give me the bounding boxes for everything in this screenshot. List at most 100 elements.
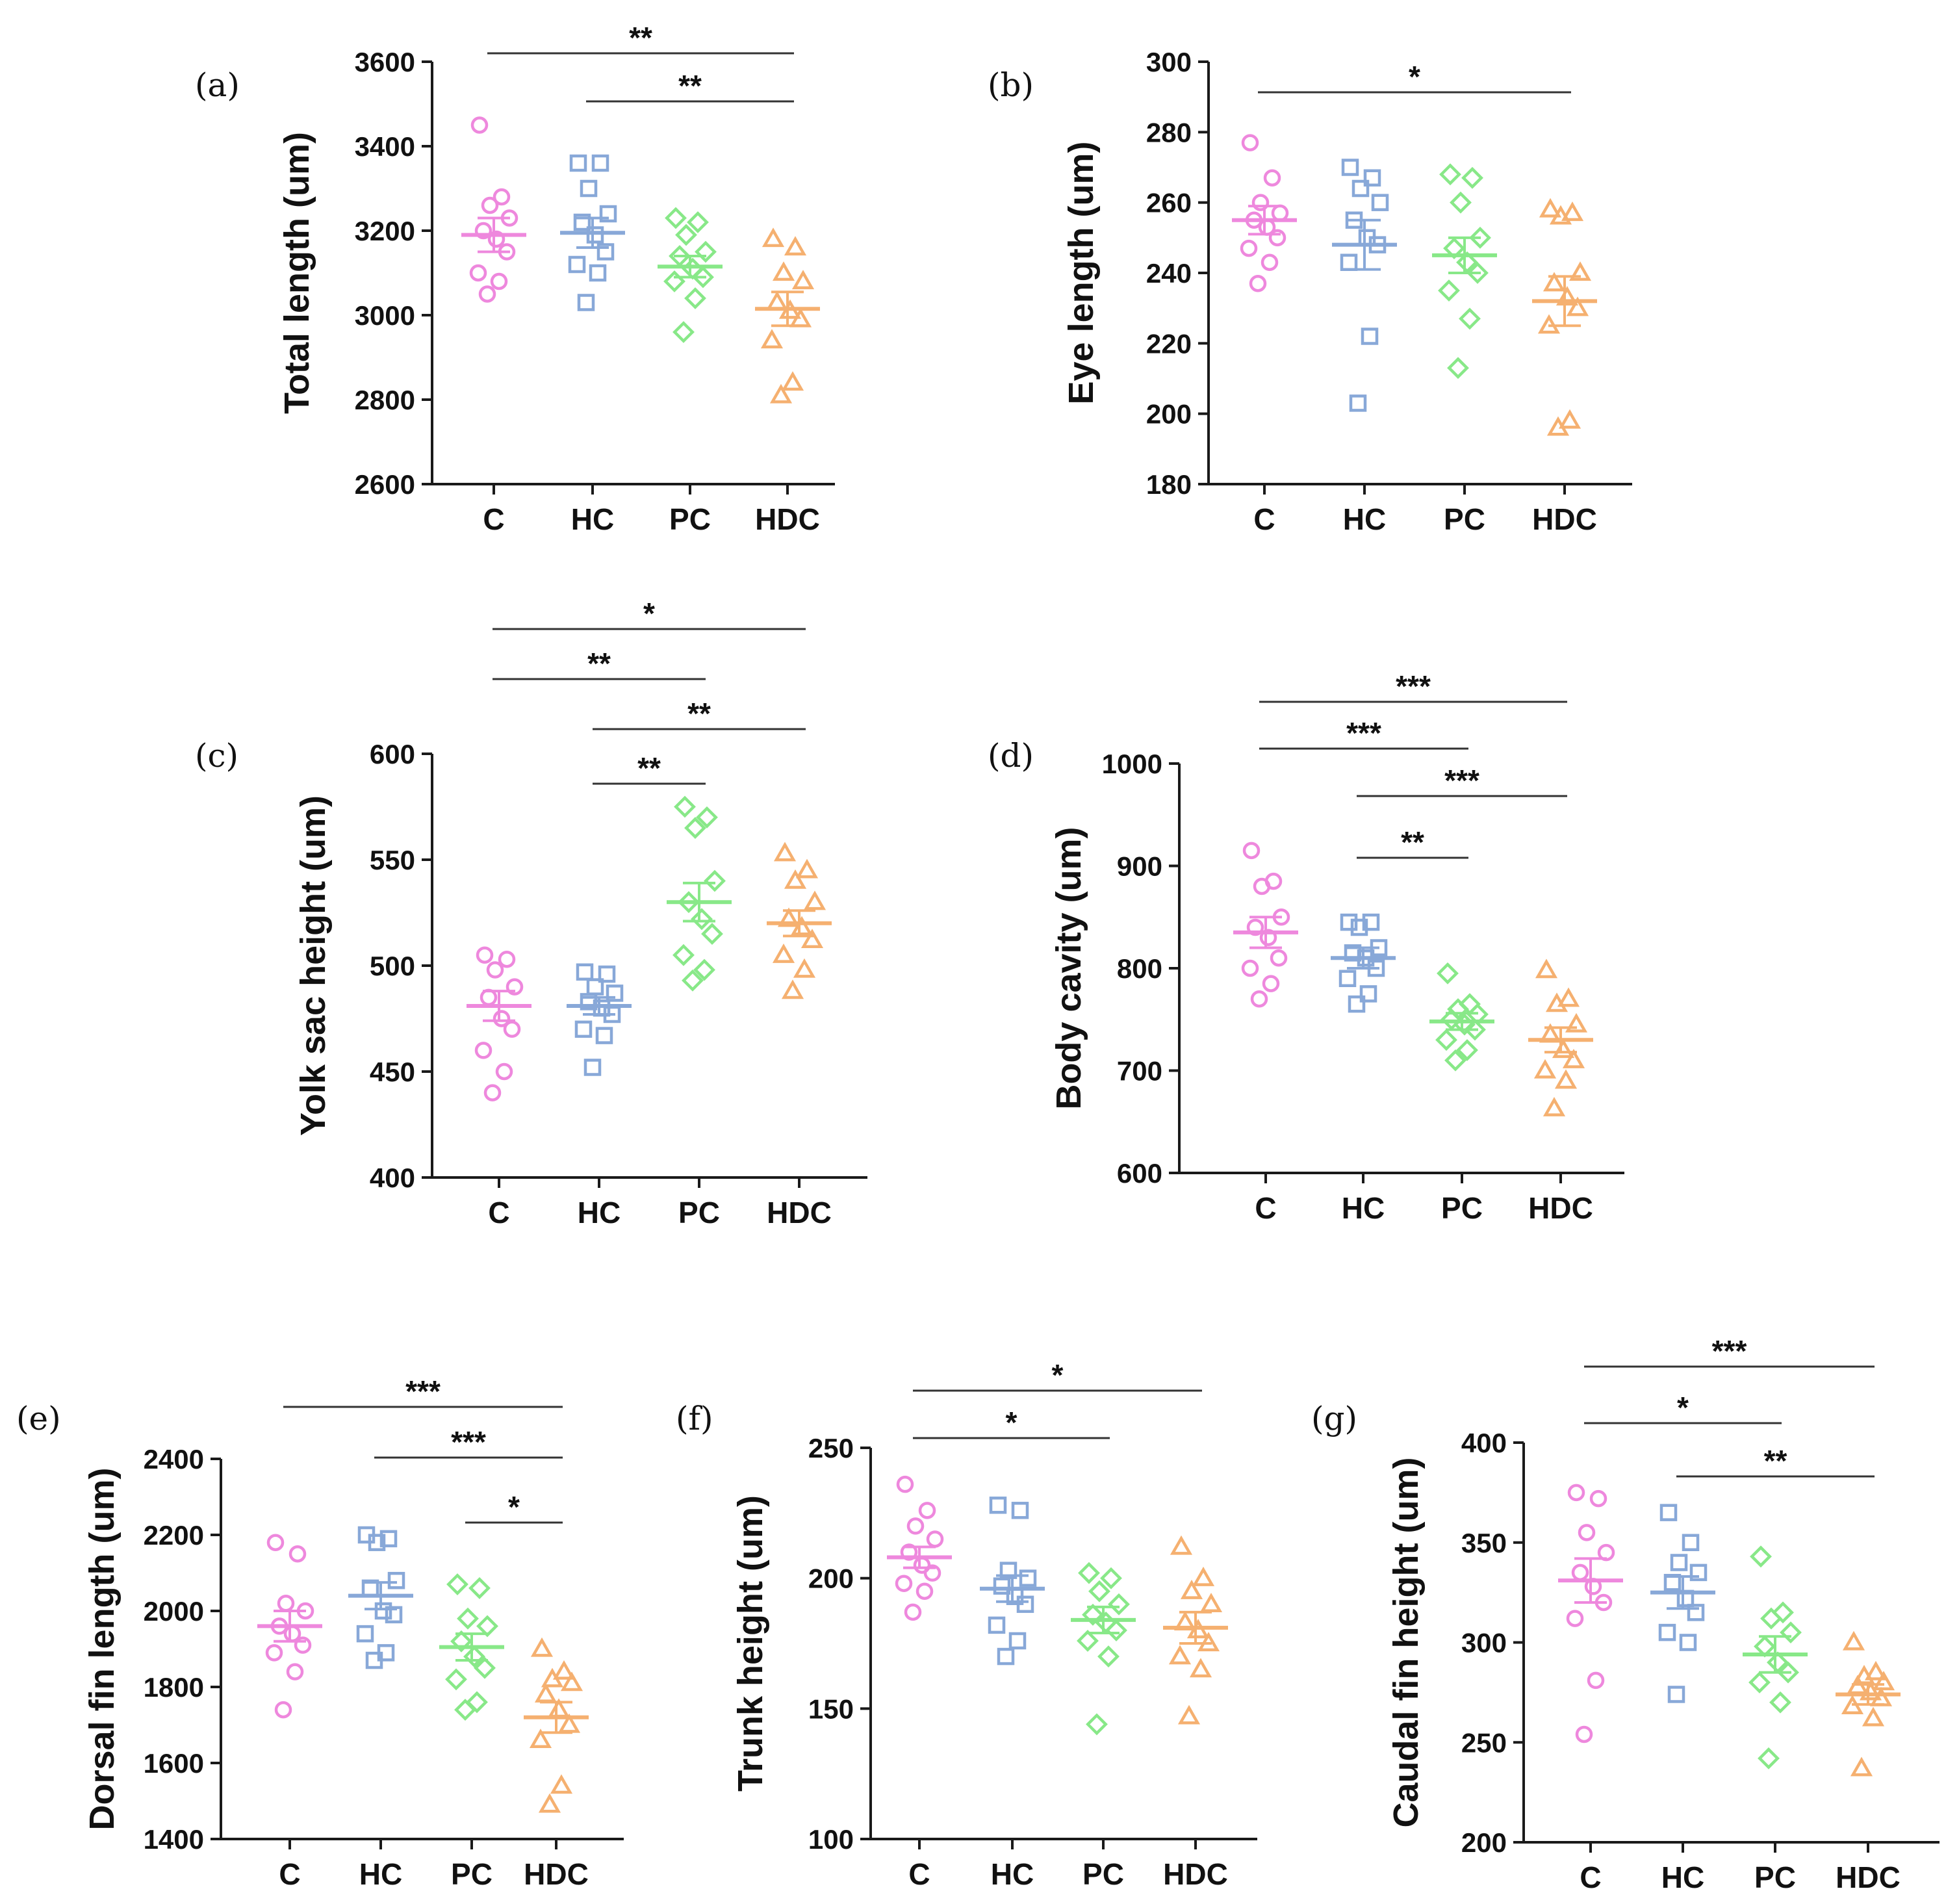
x-tick-label-c: C — [1255, 1191, 1276, 1225]
data-point — [569, 154, 587, 172]
data-point — [1545, 992, 1568, 1012]
data-point — [1439, 163, 1461, 186]
data-point — [573, 213, 591, 231]
data-point — [1268, 229, 1287, 247]
significance-label: ** — [629, 21, 652, 55]
series-hdc — [524, 1637, 589, 1813]
data-point — [1689, 1563, 1708, 1582]
data-point — [1444, 1049, 1466, 1072]
significance-label: * — [1409, 60, 1420, 94]
y-tick-label: 3400 — [355, 131, 415, 162]
data-point — [675, 224, 697, 246]
y-tick-label: 150 — [808, 1693, 854, 1724]
data-point — [1748, 1671, 1771, 1693]
y-tick-label: 400 — [1461, 1428, 1507, 1458]
data-point — [765, 290, 789, 311]
x-tick-label-hdc: HDC — [1528, 1191, 1593, 1225]
y-tick-label: 900 — [1117, 851, 1162, 882]
y-tick-label: 600 — [1117, 1158, 1162, 1189]
series-hdc — [1528, 958, 1593, 1116]
data-point — [1535, 958, 1558, 979]
data-point — [1864, 1660, 1888, 1680]
series-hdc — [1532, 198, 1597, 436]
data-point — [1760, 1607, 1782, 1630]
data-point — [1078, 1562, 1100, 1584]
data-point — [1241, 959, 1259, 977]
data-point — [672, 944, 695, 966]
significance-label: *** — [1346, 716, 1381, 750]
data-point — [550, 1774, 573, 1794]
data-point — [1341, 159, 1359, 176]
data-point — [1758, 1747, 1780, 1769]
x-tick-label-hc: HC — [1342, 1191, 1385, 1225]
data-point — [1543, 1097, 1566, 1116]
data-point — [1249, 275, 1267, 292]
y-tick-label: 2800 — [355, 385, 415, 415]
significance-label: * — [1052, 1358, 1064, 1392]
data-point — [678, 891, 700, 914]
data-point — [274, 1701, 292, 1719]
series-pc — [1743, 1545, 1808, 1769]
data-point — [568, 255, 586, 274]
x-tick-label-pc: PC — [1441, 1191, 1483, 1225]
data-point — [895, 1575, 913, 1592]
data-point — [777, 907, 800, 927]
x-tick-label-hdc: HDC — [1163, 1857, 1228, 1891]
data-point — [672, 321, 695, 343]
x-tick-label-hdc: HDC — [1836, 1860, 1901, 1894]
data-point — [687, 211, 709, 233]
data-point — [1466, 262, 1489, 284]
data-point — [1189, 1658, 1212, 1678]
series-hdc — [1163, 1535, 1228, 1725]
significance-label: ** — [1401, 825, 1424, 859]
significance-label: *** — [405, 1374, 441, 1408]
y-tick-label: 200 — [808, 1563, 854, 1594]
data-point — [1543, 272, 1566, 292]
panel-label: (c) — [195, 737, 238, 775]
y-tick-label: 220 — [1146, 328, 1192, 359]
chart-panel-f: (f) 100 150 200 250 C HC PC HDC Trunk height (um)… — [676, 1358, 1257, 1891]
x-tick-label-pc: PC — [451, 1857, 493, 1891]
x-tick-label-hc: HC — [571, 502, 614, 536]
data-point — [1362, 913, 1380, 931]
data-point — [454, 1699, 476, 1721]
data-point — [595, 1027, 613, 1044]
y-tick-label: 500 — [370, 951, 415, 981]
data-point — [784, 236, 807, 256]
y-tick-label: 400 — [370, 1163, 415, 1193]
y-tick-label: 250 — [1461, 1727, 1507, 1758]
data-point — [772, 943, 795, 963]
data-point — [1008, 1632, 1027, 1650]
data-point — [476, 1615, 498, 1638]
data-point — [1558, 409, 1581, 429]
data-point — [1340, 913, 1358, 931]
data-point — [769, 383, 793, 404]
y-tick-label: 1000 — [1102, 749, 1162, 779]
data-point — [1348, 995, 1366, 1013]
data-point — [266, 1534, 285, 1551]
data-point — [1088, 1580, 1110, 1602]
data-point — [1568, 261, 1592, 281]
data-point — [1177, 1705, 1201, 1725]
y-tick-label: 2400 — [144, 1444, 204, 1474]
data-point — [478, 285, 496, 303]
y-tick-label: 1800 — [144, 1672, 204, 1703]
y-tick-label: 2200 — [144, 1520, 204, 1550]
series-c — [467, 946, 531, 1101]
data-point — [1667, 1686, 1685, 1703]
data-point — [1459, 307, 1481, 330]
data-point — [923, 1564, 941, 1582]
x-tick-label-hdc: HDC — [767, 1196, 832, 1229]
data-point — [1682, 1534, 1700, 1551]
data-point — [1842, 1630, 1865, 1651]
data-point — [1250, 990, 1268, 1008]
y-tick-label: 800 — [1117, 953, 1162, 984]
data-point — [483, 1084, 502, 1101]
data-point — [918, 1502, 936, 1519]
data-point — [1557, 987, 1580, 1007]
series-hdc — [1836, 1630, 1901, 1777]
data-point — [474, 1656, 496, 1679]
data-point — [1556, 286, 1579, 306]
data-point — [1450, 191, 1472, 214]
data-point — [385, 1606, 403, 1624]
